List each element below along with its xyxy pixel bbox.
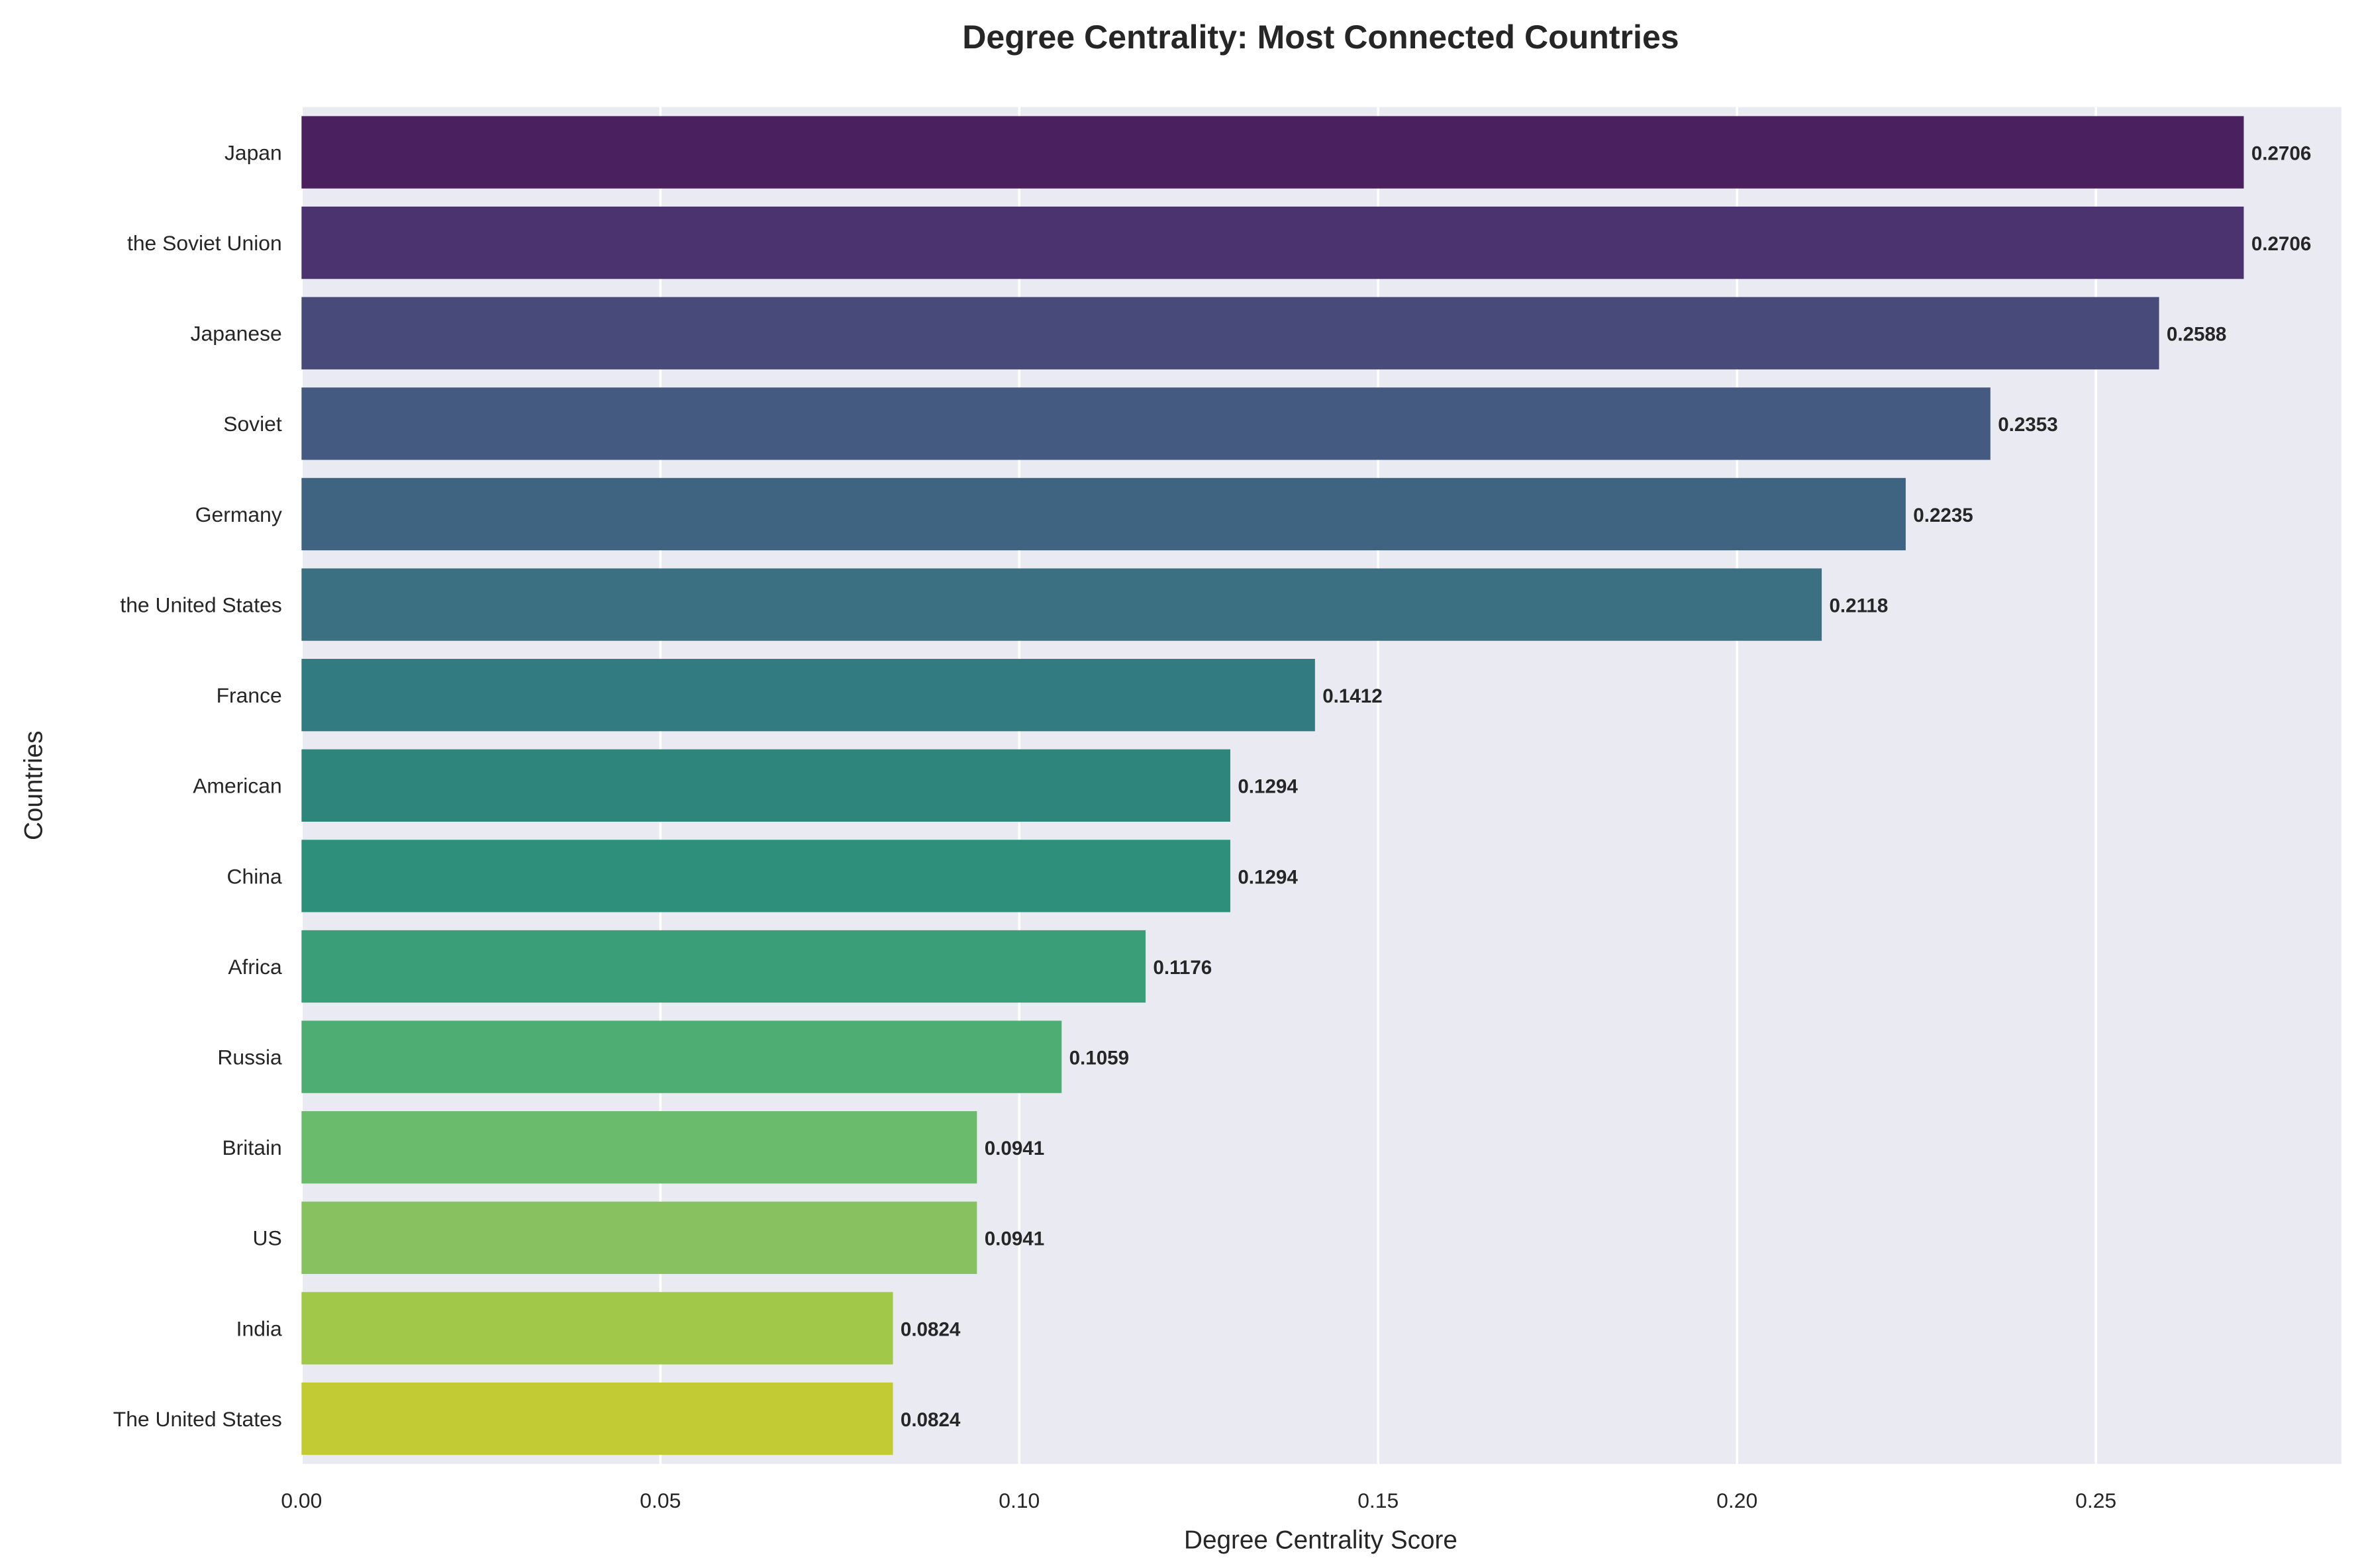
bar bbox=[301, 1382, 893, 1455]
x-tick-label: 0.15 bbox=[1357, 1489, 1399, 1512]
y-tick-label: Germany bbox=[195, 503, 282, 526]
y-tick-label: Britain bbox=[222, 1136, 281, 1159]
bar-value-label: 0.0941 bbox=[985, 1138, 1044, 1159]
bar-value-label: 0.2588 bbox=[2167, 324, 2226, 346]
x-tick-label: 0.25 bbox=[2075, 1489, 2116, 1512]
bar-value-label: 0.2235 bbox=[1913, 505, 1973, 526]
bar-value-label: 0.0824 bbox=[901, 1318, 961, 1340]
bar bbox=[301, 1020, 1062, 1093]
bar bbox=[301, 477, 1906, 551]
y-tick-label: American bbox=[193, 774, 282, 798]
y-tick-label: Russia bbox=[217, 1045, 282, 1069]
y-tick-label: Japan bbox=[224, 140, 282, 164]
y-tick-label: The United States bbox=[113, 1407, 282, 1431]
bar-value-label: 0.2706 bbox=[2251, 233, 2311, 255]
y-tick-label: the United States bbox=[120, 593, 281, 616]
chart-title: Degree Centrality: Most Connected Countr… bbox=[962, 19, 1679, 56]
bar bbox=[301, 1292, 893, 1365]
y-tick-label: Japanese bbox=[191, 322, 282, 346]
y-tick-label: US bbox=[252, 1226, 281, 1250]
x-tick-label: 0.05 bbox=[640, 1489, 681, 1512]
bar-value-label: 0.2118 bbox=[1829, 595, 1888, 616]
x-axis-label: Degree Centrality Score bbox=[1184, 1526, 1457, 1554]
x-tick-label: 0.00 bbox=[281, 1489, 322, 1512]
y-tick-label: France bbox=[217, 683, 282, 707]
bar bbox=[301, 568, 1822, 641]
bar bbox=[301, 116, 2244, 189]
bar bbox=[301, 840, 1230, 912]
bar bbox=[301, 930, 1146, 1003]
y-tick-label: Soviet bbox=[223, 412, 282, 436]
bar bbox=[301, 1111, 977, 1184]
bar bbox=[301, 749, 1230, 822]
bar-value-label: 0.0941 bbox=[985, 1228, 1044, 1250]
y-tick-label: India bbox=[236, 1316, 282, 1340]
y-axis-label: Countries bbox=[20, 730, 48, 840]
bar-value-label: 0.2706 bbox=[2251, 142, 2311, 164]
bar-value-label: 0.2353 bbox=[1998, 414, 2057, 436]
y-tick-label: China bbox=[227, 864, 283, 888]
bar bbox=[301, 206, 2244, 279]
x-tick-label: 0.20 bbox=[1716, 1489, 1757, 1512]
bar-value-label: 0.1176 bbox=[1153, 957, 1212, 979]
bar bbox=[301, 1201, 977, 1274]
x-tick-label: 0.10 bbox=[999, 1489, 1040, 1512]
bar bbox=[301, 297, 2159, 369]
bar bbox=[301, 387, 1991, 460]
bar-value-label: 0.1294 bbox=[1238, 776, 1298, 798]
bar-value-label: 0.0824 bbox=[901, 1409, 961, 1431]
y-tick-label: Africa bbox=[228, 955, 282, 979]
bar-value-label: 0.1412 bbox=[1322, 685, 1382, 707]
bar-value-label: 0.1059 bbox=[1069, 1047, 1129, 1069]
bar bbox=[301, 659, 1315, 732]
bar-value-label: 0.1294 bbox=[1238, 866, 1298, 888]
y-tick-label: the Soviet Union bbox=[127, 231, 282, 255]
